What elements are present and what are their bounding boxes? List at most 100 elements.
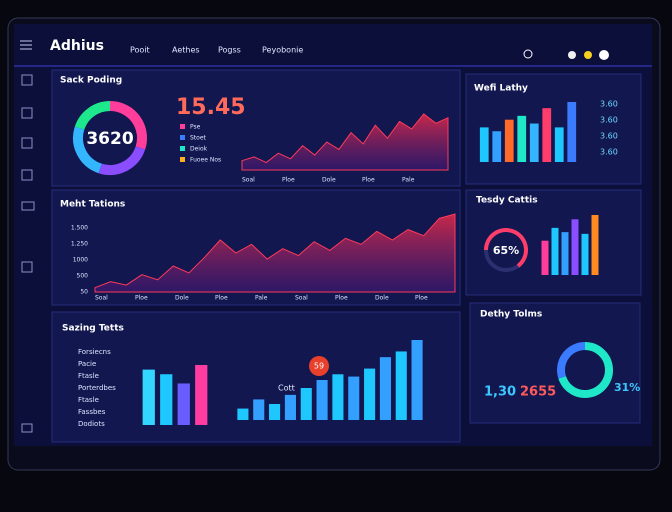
bar [567, 102, 577, 162]
panel-title: Sazing Tetts [62, 324, 124, 334]
donut-segment [557, 342, 586, 379]
list-item: Porterdbes [78, 384, 116, 392]
x-label: Soal [95, 295, 108, 302]
bar [364, 368, 376, 420]
avatar[interactable] [599, 50, 609, 60]
badge [309, 356, 329, 376]
sidebar-icons [21, 74, 35, 433]
panel-title: Dethy Tolms [480, 310, 542, 320]
icon[interactable] [584, 51, 592, 59]
x-label: Pale [255, 295, 268, 302]
icon[interactable] [568, 51, 576, 59]
bar [316, 380, 328, 420]
badge-text: 59 [314, 362, 324, 371]
bar [195, 365, 208, 425]
list-item: Fassbes [78, 408, 106, 416]
bar [237, 408, 249, 420]
legend-label: Stoet [190, 135, 207, 142]
y-label: 1.500 [71, 225, 88, 232]
y-label: 500 [77, 273, 89, 280]
bar [479, 127, 489, 162]
donut-center: 3620 [86, 129, 133, 149]
gauge-arc [484, 228, 528, 268]
logo: Adhius [50, 38, 104, 54]
y-label: 1000 [73, 257, 88, 264]
y-label: 1.250 [71, 241, 88, 248]
area [241, 113, 449, 171]
x-label: Ploe [282, 177, 295, 184]
bar [332, 374, 344, 420]
bar [348, 376, 360, 420]
list-item: Ftasle [78, 372, 99, 380]
annotation: Cott [278, 384, 295, 393]
bar [504, 119, 514, 162]
donut-segment [558, 342, 613, 398]
bar [492, 131, 502, 162]
legend-label: Deiok [190, 146, 208, 153]
stat-value: 1,30 [484, 385, 516, 400]
panel-title: Sack Poding [60, 76, 122, 86]
x-label: Ploe [415, 295, 428, 302]
donut-segment [73, 126, 102, 174]
legend-label: Fuoee Nos [190, 157, 221, 164]
bar [379, 357, 391, 420]
side-value: 3.60 [600, 116, 618, 125]
list-item: Dodiots [78, 420, 105, 428]
nav-item[interactable]: Aethes [172, 46, 200, 55]
bar [411, 340, 423, 420]
percent: 31% [614, 381, 640, 394]
bar [551, 227, 559, 275]
menu-icon[interactable] [20, 40, 32, 50]
x-label: Dole [322, 177, 336, 184]
panel-title: Wefi Lathy [474, 84, 528, 94]
bar [591, 215, 599, 275]
legend-label: Pse [190, 124, 201, 131]
bar [554, 127, 564, 162]
bar [269, 404, 281, 420]
nav-item[interactable]: Pooit [130, 46, 150, 55]
bar [571, 219, 579, 275]
list-item: Forsiecns [78, 348, 111, 356]
search-icon[interactable] [523, 49, 533, 59]
big-value: 15.45 [176, 95, 246, 120]
x-label: Pale [402, 177, 415, 184]
panel [469, 302, 641, 424]
nav-item[interactable]: Pogss [218, 46, 241, 55]
legend-swatch [180, 135, 185, 140]
side-value: 3.60 [600, 132, 618, 141]
bar [517, 115, 527, 162]
bar [177, 383, 190, 425]
stat-value: 2655 [520, 385, 556, 400]
bar [300, 388, 312, 420]
panel-title: Meht Tations [60, 200, 125, 210]
bar [395, 351, 407, 420]
donut-segment [98, 146, 146, 175]
legend-swatch [180, 124, 185, 129]
bar [284, 394, 296, 420]
x-label: Soal [295, 295, 308, 302]
list-item: Pacie [78, 360, 96, 368]
nav-item[interactable]: Peyobonie [262, 46, 303, 55]
bar [253, 399, 265, 420]
area [94, 213, 456, 293]
bar [542, 108, 552, 162]
panel-title: Tesdy Cattis [476, 196, 538, 206]
gauge-value: 65% [493, 244, 519, 257]
x-label: Dole [375, 295, 389, 302]
legend-swatch [180, 157, 185, 162]
x-label: Ploe [135, 295, 148, 302]
x-label: Soal [242, 177, 255, 184]
side-value: 3.60 [600, 100, 618, 109]
bar [160, 374, 173, 425]
panel [51, 311, 461, 443]
bar [581, 233, 589, 275]
list-item: Ftasle [78, 396, 99, 404]
x-label: Ploe [335, 295, 348, 302]
legend-swatch [180, 146, 185, 151]
bar [529, 123, 539, 162]
donut-segment [74, 101, 111, 130]
side-value: 3.60 [600, 148, 618, 157]
bar [541, 240, 549, 275]
bar [561, 232, 569, 275]
